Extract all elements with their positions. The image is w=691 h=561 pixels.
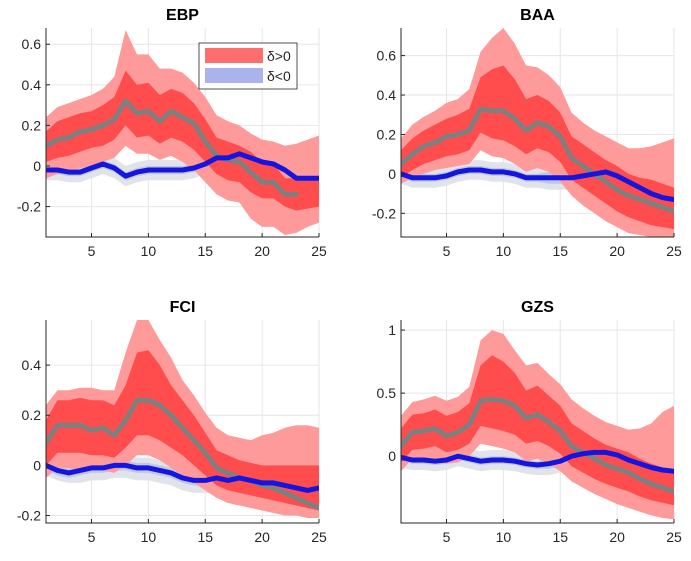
x-tick-label: 5 <box>88 243 96 259</box>
y-tick-label: 0 <box>388 166 396 182</box>
panel-ebp: 5 10 15 20 25 -0.2 0 0.2 0.4 0.6 EBP <box>17 7 327 259</box>
x-tick-label: 15 <box>197 243 213 259</box>
plot-area <box>401 28 674 237</box>
x-tick-label: 10 <box>141 529 157 545</box>
x-tick-label: 10 <box>496 529 512 545</box>
plot-area <box>46 320 319 518</box>
y-tick-label: 0.2 <box>377 126 397 142</box>
y-tick-label: 0.4 <box>22 77 42 93</box>
x-tick-label: 25 <box>666 529 682 545</box>
legend-swatch-negative <box>205 68 263 83</box>
y-tick-label: 0.5 <box>377 385 397 401</box>
y-tick-label: 0.2 <box>22 117 42 133</box>
legend-swatch-positive <box>205 48 263 63</box>
y-tick-label: -0.2 <box>17 507 41 523</box>
y-tick-label: 0 <box>33 457 41 473</box>
panel-gzs: 5 10 15 20 25 0 0.5 1 GZS <box>377 299 682 545</box>
x-tick-label: 20 <box>254 243 270 259</box>
axes-frame <box>45 320 319 524</box>
positive-response-line <box>401 396 674 494</box>
negative-response-line <box>46 462 319 493</box>
panel-baa: 5 10 15 20 25 -0.2 0 0.2 0.4 0.6 BAA <box>372 7 682 259</box>
y-tick-label: 0 <box>33 158 41 174</box>
negative-response-line <box>401 167 674 202</box>
positive-response-line <box>401 106 674 214</box>
panel-title: GZS <box>521 299 554 316</box>
x-tick-label: 15 <box>552 529 568 545</box>
positive-response-line <box>46 397 319 511</box>
y-tick-label: 0 <box>388 448 396 464</box>
panel-fci: 5 10 15 20 25 -0.2 0 0.2 0.4 FCI <box>17 299 327 545</box>
x-tick-label: 5 <box>443 243 451 259</box>
negative-response-line <box>46 151 319 181</box>
x-tick-label: 15 <box>552 243 568 259</box>
axes-frame <box>400 28 674 238</box>
x-tick-label: 5 <box>88 529 96 545</box>
panel-title: FCI <box>170 299 196 316</box>
x-tick-label: 25 <box>666 243 682 259</box>
panel-title: EBP <box>166 7 199 24</box>
y-tick-label: -0.2 <box>17 199 41 215</box>
x-tick-label: 10 <box>141 243 157 259</box>
legend-label-positive: δ>0 <box>267 48 291 64</box>
x-tick-label: 25 <box>311 243 327 259</box>
negative-response-line <box>401 449 674 474</box>
x-tick-label: 10 <box>496 243 512 259</box>
y-tick-label: 0.2 <box>22 407 42 423</box>
x-tick-label: 25 <box>311 529 327 545</box>
y-tick-label: 0.4 <box>22 357 42 373</box>
legend: δ>0 δ<0 <box>198 42 298 90</box>
y-tick-label: 0.6 <box>377 48 397 64</box>
positive-response-line <box>46 98 299 197</box>
positive-inner-band <box>401 355 674 506</box>
y-tick-label: 0.4 <box>377 87 397 103</box>
axes-frame <box>45 28 319 238</box>
x-tick-label: 20 <box>609 243 625 259</box>
x-tick-label: 15 <box>197 529 213 545</box>
x-tick-label: 5 <box>443 529 451 545</box>
plot-area <box>401 330 674 520</box>
y-tick-label: 1 <box>388 322 396 338</box>
positive-inner-band <box>46 70 319 211</box>
y-tick-label: -0.2 <box>372 205 396 221</box>
axes-frame <box>400 320 674 524</box>
legend-label-negative: δ<0 <box>267 68 291 84</box>
y-tick-label: 0.6 <box>22 36 42 52</box>
positive-inner-band <box>401 65 674 230</box>
plot-area <box>46 30 319 235</box>
x-tick-label: 20 <box>609 529 625 545</box>
panel-title: BAA <box>520 7 555 24</box>
x-tick-label: 20 <box>254 529 270 545</box>
